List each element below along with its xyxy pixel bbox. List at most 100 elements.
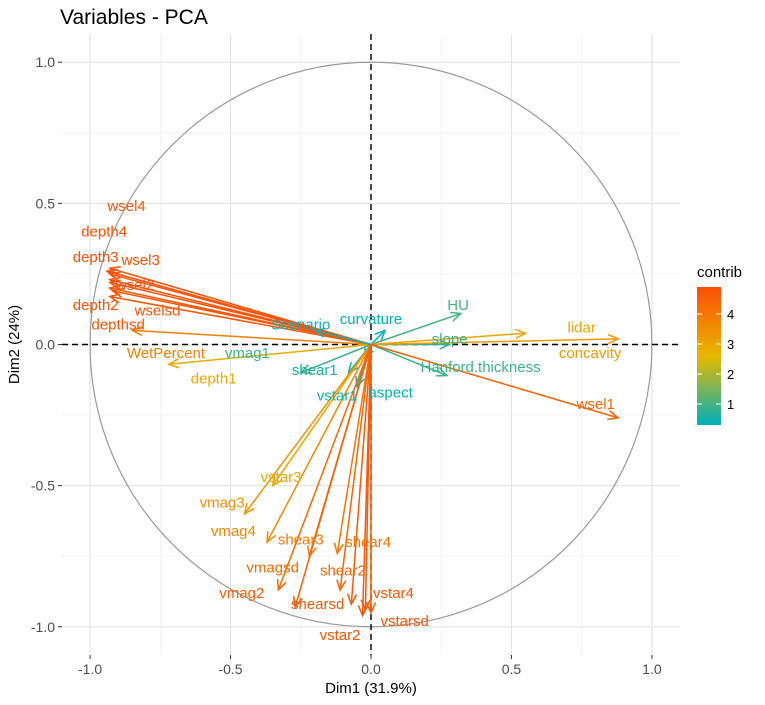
variable-label-vstarsd: vstarsd bbox=[381, 613, 429, 630]
legend: contrib 4 3 2 1 bbox=[697, 264, 742, 425]
arrow-head-vstar2 bbox=[357, 605, 369, 618]
variable-label-depth1: depth1 bbox=[191, 370, 237, 387]
legend-tick-label: 4 bbox=[727, 307, 734, 322]
arrow-depth3 bbox=[105, 268, 372, 346]
y-tick-label: -0.5 bbox=[31, 478, 55, 494]
variable-label-aspect: aspect bbox=[369, 384, 414, 401]
arrow-shaft-curvature bbox=[370, 329, 386, 346]
chart-title: Variables - PCA bbox=[60, 6, 208, 29]
arrow-head-depth3 bbox=[105, 268, 118, 279]
y-axis-label: Dim2 (24%) bbox=[6, 305, 23, 384]
variable-label-Scenario: Scenario bbox=[271, 317, 330, 334]
arrow-shaft-shear4 bbox=[336, 344, 372, 554]
variable-label-depth2: depth2 bbox=[73, 297, 119, 314]
arrow-wsel1 bbox=[370, 343, 620, 421]
arrow-lidar bbox=[370, 328, 528, 346]
arrow-shaft-HU bbox=[370, 312, 462, 346]
arrow-head-vmag4 bbox=[266, 531, 277, 544]
arrow-head-Hanford.thickness bbox=[435, 367, 449, 377]
variable-label-WetPercent: WetPercent bbox=[127, 345, 206, 362]
arrow-shaft-vstar2 bbox=[361, 344, 372, 616]
arrow-head-vmag1 bbox=[299, 364, 312, 374]
variable-label-lidar: lidar bbox=[568, 320, 596, 337]
arrow-shaft-depthsd bbox=[109, 295, 372, 346]
arrow-head-HU bbox=[449, 311, 463, 322]
arrow-head-vstar1 bbox=[355, 375, 365, 389]
arrow-head-vmag2 bbox=[292, 596, 303, 609]
y-tick-label: 0.5 bbox=[36, 195, 56, 211]
legend-title: contrib bbox=[697, 264, 742, 281]
arrow-WetPercent bbox=[130, 325, 372, 346]
arrow-vmag3 bbox=[243, 344, 372, 516]
arrow-Scenario bbox=[313, 327, 372, 346]
arrow-shaft-WetPercent bbox=[132, 329, 372, 346]
arrow-head-WetPercent bbox=[130, 325, 143, 337]
variable-label-depth4: depth4 bbox=[81, 224, 127, 241]
variable-label-concavity: concavity bbox=[559, 345, 622, 362]
variable-label-vmag3: vmag3 bbox=[200, 495, 245, 512]
arrow-shaft-vmag3 bbox=[243, 344, 372, 515]
variable-label-depthsd: depthsd bbox=[91, 317, 144, 334]
arrow-depthsd bbox=[107, 293, 372, 346]
variable-label-shear4: shear4 bbox=[345, 534, 391, 551]
arrow-vmag1 bbox=[299, 343, 372, 374]
arrow-vmag2 bbox=[292, 344, 372, 609]
variable-label-shear2: shear2 bbox=[320, 562, 366, 579]
variable-label-vstar3: vstar3 bbox=[261, 469, 302, 486]
arrow-head-shear4 bbox=[333, 542, 344, 556]
arrow-head-concavity bbox=[607, 333, 621, 345]
arrow-depth1 bbox=[166, 343, 372, 369]
arrow-head-wsel1 bbox=[607, 410, 620, 421]
arrow-shear4 bbox=[333, 344, 372, 556]
arrow-shaft-shearsd bbox=[350, 344, 372, 605]
variable-label-wsel3: wsel3 bbox=[120, 252, 159, 269]
arrow-vstar2 bbox=[357, 344, 372, 618]
y-tick-label: 0.0 bbox=[36, 337, 56, 353]
variable-label-vmagsd: vmagsd bbox=[246, 559, 299, 576]
arrow-shaft-vmag4 bbox=[266, 344, 372, 543]
arrow-head-vmag3 bbox=[243, 502, 255, 516]
variable-label-vstar4: vstar4 bbox=[373, 585, 414, 602]
x-tick-label: 0.0 bbox=[361, 661, 381, 677]
arrow-vstar3 bbox=[271, 344, 372, 488]
variable-label-shearsd: shearsd bbox=[291, 596, 344, 613]
arrow-Hanford.thickness bbox=[370, 343, 449, 377]
arrow-shaft-wselsd bbox=[112, 290, 372, 346]
variable-label-vmag2: vmag2 bbox=[219, 585, 264, 602]
axis-ticks: -1.0 -0.5 0.0 0.5 1.0 1.0 0.5 0.0 -0.5 -1.0 bbox=[31, 54, 662, 677]
variable-label-wsel1: wsel1 bbox=[576, 396, 615, 413]
arrow-shaft-depth3 bbox=[106, 270, 372, 346]
variable-label-vmag1: vmag1 bbox=[225, 345, 270, 362]
variable-label-wsel4: wsel4 bbox=[106, 198, 145, 215]
arrow-shaft-vstar3 bbox=[272, 344, 372, 487]
variable-arrows bbox=[105, 266, 621, 618]
variable-label-shear1: shear1 bbox=[292, 362, 338, 379]
legend-tick-label: 1 bbox=[727, 397, 734, 412]
arrow-shearsd bbox=[346, 344, 372, 607]
arrow-concavity bbox=[370, 333, 621, 346]
arrow-head-depthsd bbox=[107, 293, 121, 304]
arrow-shaft-Scenario bbox=[314, 329, 372, 346]
arrow-shaft-lidar bbox=[370, 332, 526, 346]
arrow-head-vstar3 bbox=[271, 474, 283, 488]
x-axis-label: Dim1 (31.9%) bbox=[325, 680, 417, 697]
arrow-curvature bbox=[370, 329, 387, 346]
arrow-shear2 bbox=[336, 344, 372, 592]
variable-label-depth3: depth3 bbox=[73, 249, 119, 266]
arrow-head-depth1 bbox=[166, 358, 180, 369]
arrow-shaft-concavity bbox=[370, 338, 619, 346]
arrow-head-shear1 bbox=[347, 361, 359, 375]
variable-label-vstar2: vstar2 bbox=[320, 627, 361, 644]
arrow-shaft-vmagsd bbox=[277, 344, 372, 591]
x-tick-label: -1.0 bbox=[78, 661, 102, 677]
arrow-vmagsd bbox=[276, 344, 372, 592]
arrow-head-Scenario bbox=[313, 327, 326, 338]
legend-tick-label: 2 bbox=[727, 367, 734, 382]
arrow-head-slope bbox=[439, 339, 452, 350]
arrow-shaft-wsel1 bbox=[370, 343, 619, 419]
arrow-head-vmagsd bbox=[276, 579, 287, 592]
y-tick-label: 1.0 bbox=[36, 54, 56, 70]
arrow-shaft-Hanford.thickness bbox=[370, 343, 448, 377]
